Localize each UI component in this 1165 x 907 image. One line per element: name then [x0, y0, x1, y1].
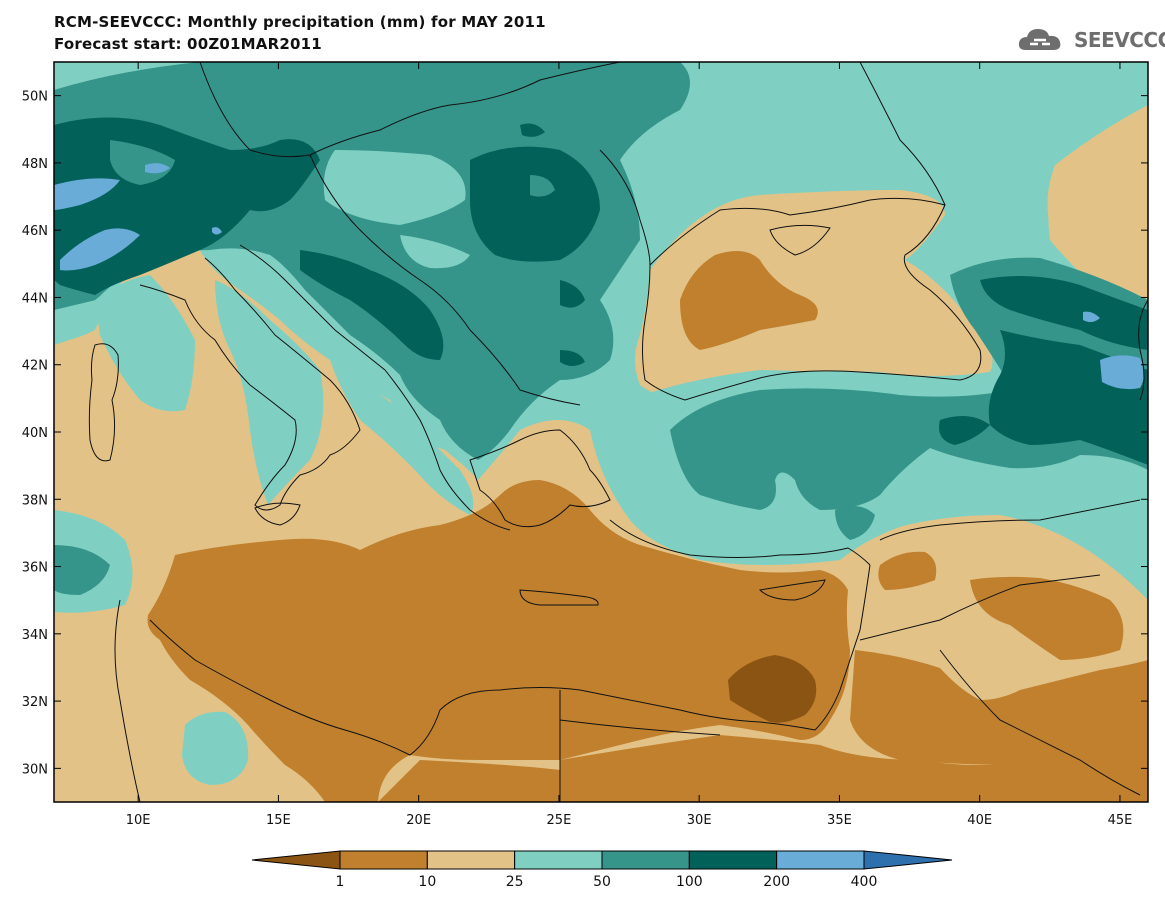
legend-level-label: 200 [763, 874, 790, 890]
legend-swatch [339, 850, 428, 870]
legend-swatch [776, 850, 865, 870]
latitude-axis: 50N 48N 46N 44N 42N 40N 38N 36N 34N 32N 30N [22, 90, 1148, 777]
lat-tick-label: 42N [22, 359, 48, 374]
lon-tick-label: 10E [126, 813, 151, 828]
precipitation-fields [54, 62, 1148, 802]
coastlines [88, 62, 1148, 802]
lon-tick-label: 20E [406, 813, 431, 828]
lon-tick-label: 30E [687, 813, 712, 828]
lat-tick-label: 36N [22, 561, 48, 576]
lon-tick-label: 45E [1108, 813, 1133, 828]
lat-tick-label: 32N [22, 695, 48, 710]
legend-upper-arrow [863, 850, 953, 870]
longitude-axis: 10E 15E 20E 25E 30E 35E 40E 45E [126, 62, 1133, 828]
map-title: RCM-SEEVCCC: Monthly precipitation (mm) … [54, 13, 546, 31]
legend-swatch [601, 850, 690, 870]
logo-text: SEEVCCC [1074, 28, 1165, 52]
legend-swatch [688, 850, 778, 870]
lat-tick-label: 46N [22, 224, 48, 239]
legend-level-label: 100 [676, 874, 703, 890]
lat-tick-label: 50N [22, 90, 48, 105]
lat-tick-label: 30N [22, 762, 48, 777]
lon-tick-label: 35E [827, 813, 852, 828]
lat-tick-label: 44N [22, 291, 48, 306]
legend-level-label: 400 [851, 874, 878, 890]
lat-tick-label: 34N [22, 628, 48, 643]
lat-tick-label: 40N [22, 426, 48, 441]
legend-level-label: 1 [336, 874, 345, 890]
forecast-start-label: Forecast start: 00Z01MAR2011 [54, 35, 322, 53]
lon-tick-label: 25E [547, 813, 572, 828]
color-legend: 1 10 25 50 100 200 400 [251, 850, 953, 890]
lon-tick-label: 15E [266, 813, 291, 828]
seevccc-logo: SEEVCCC [1016, 24, 1165, 54]
lat-tick-label: 48N [22, 157, 48, 172]
legend-swatch [514, 850, 603, 870]
lon-tick-label: 40E [967, 813, 992, 828]
legend-swatch [426, 850, 516, 870]
legend-level-label: 10 [418, 874, 436, 890]
legend-level-label: 50 [593, 874, 611, 890]
cloud-icon [1018, 29, 1061, 50]
legend-lower-arrow [251, 850, 341, 870]
lat-tick-label: 38N [22, 493, 48, 508]
legend-level-label: 25 [506, 874, 524, 890]
